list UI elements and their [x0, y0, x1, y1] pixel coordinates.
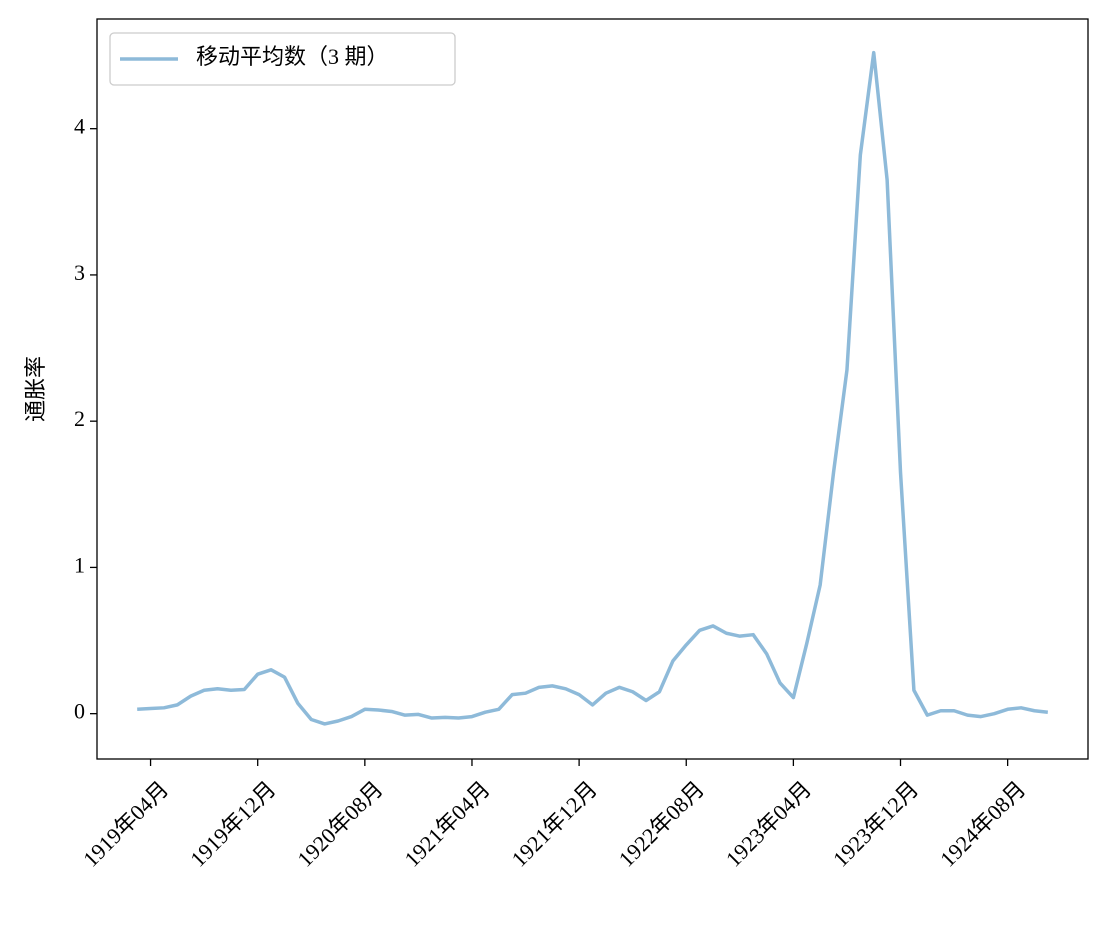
y-tick-label: 4 — [74, 114, 85, 139]
x-tick-label: 1924年08月 — [935, 776, 1030, 871]
line-series — [137, 50, 1049, 726]
x-tick-label: 1919年12月 — [185, 776, 280, 871]
x-tick-label: 1923年04月 — [721, 776, 816, 871]
plot-area — [96, 18, 1089, 760]
y-tick-label: 3 — [74, 260, 85, 285]
x-tick-label: 1920年08月 — [292, 776, 387, 871]
legend: 移动平均数（3 期） — [109, 32, 456, 86]
y-axis-label: 通胀率 — [23, 356, 48, 422]
x-tick-label: 1919年04月 — [78, 776, 173, 871]
legend-label: 移动平均数（3 期） — [196, 44, 389, 69]
y-tick-label: 1 — [74, 552, 85, 577]
x-tick-label: 1922年08月 — [614, 776, 709, 871]
x-tick-label: 1923年12月 — [828, 776, 923, 871]
y-tick-label: 2 — [74, 406, 85, 431]
x-tick-label: 1921年12月 — [506, 776, 601, 871]
legend-box — [109, 32, 456, 86]
y-tick-label: 0 — [74, 699, 85, 724]
x-tick-label: 1921年04月 — [399, 776, 494, 871]
